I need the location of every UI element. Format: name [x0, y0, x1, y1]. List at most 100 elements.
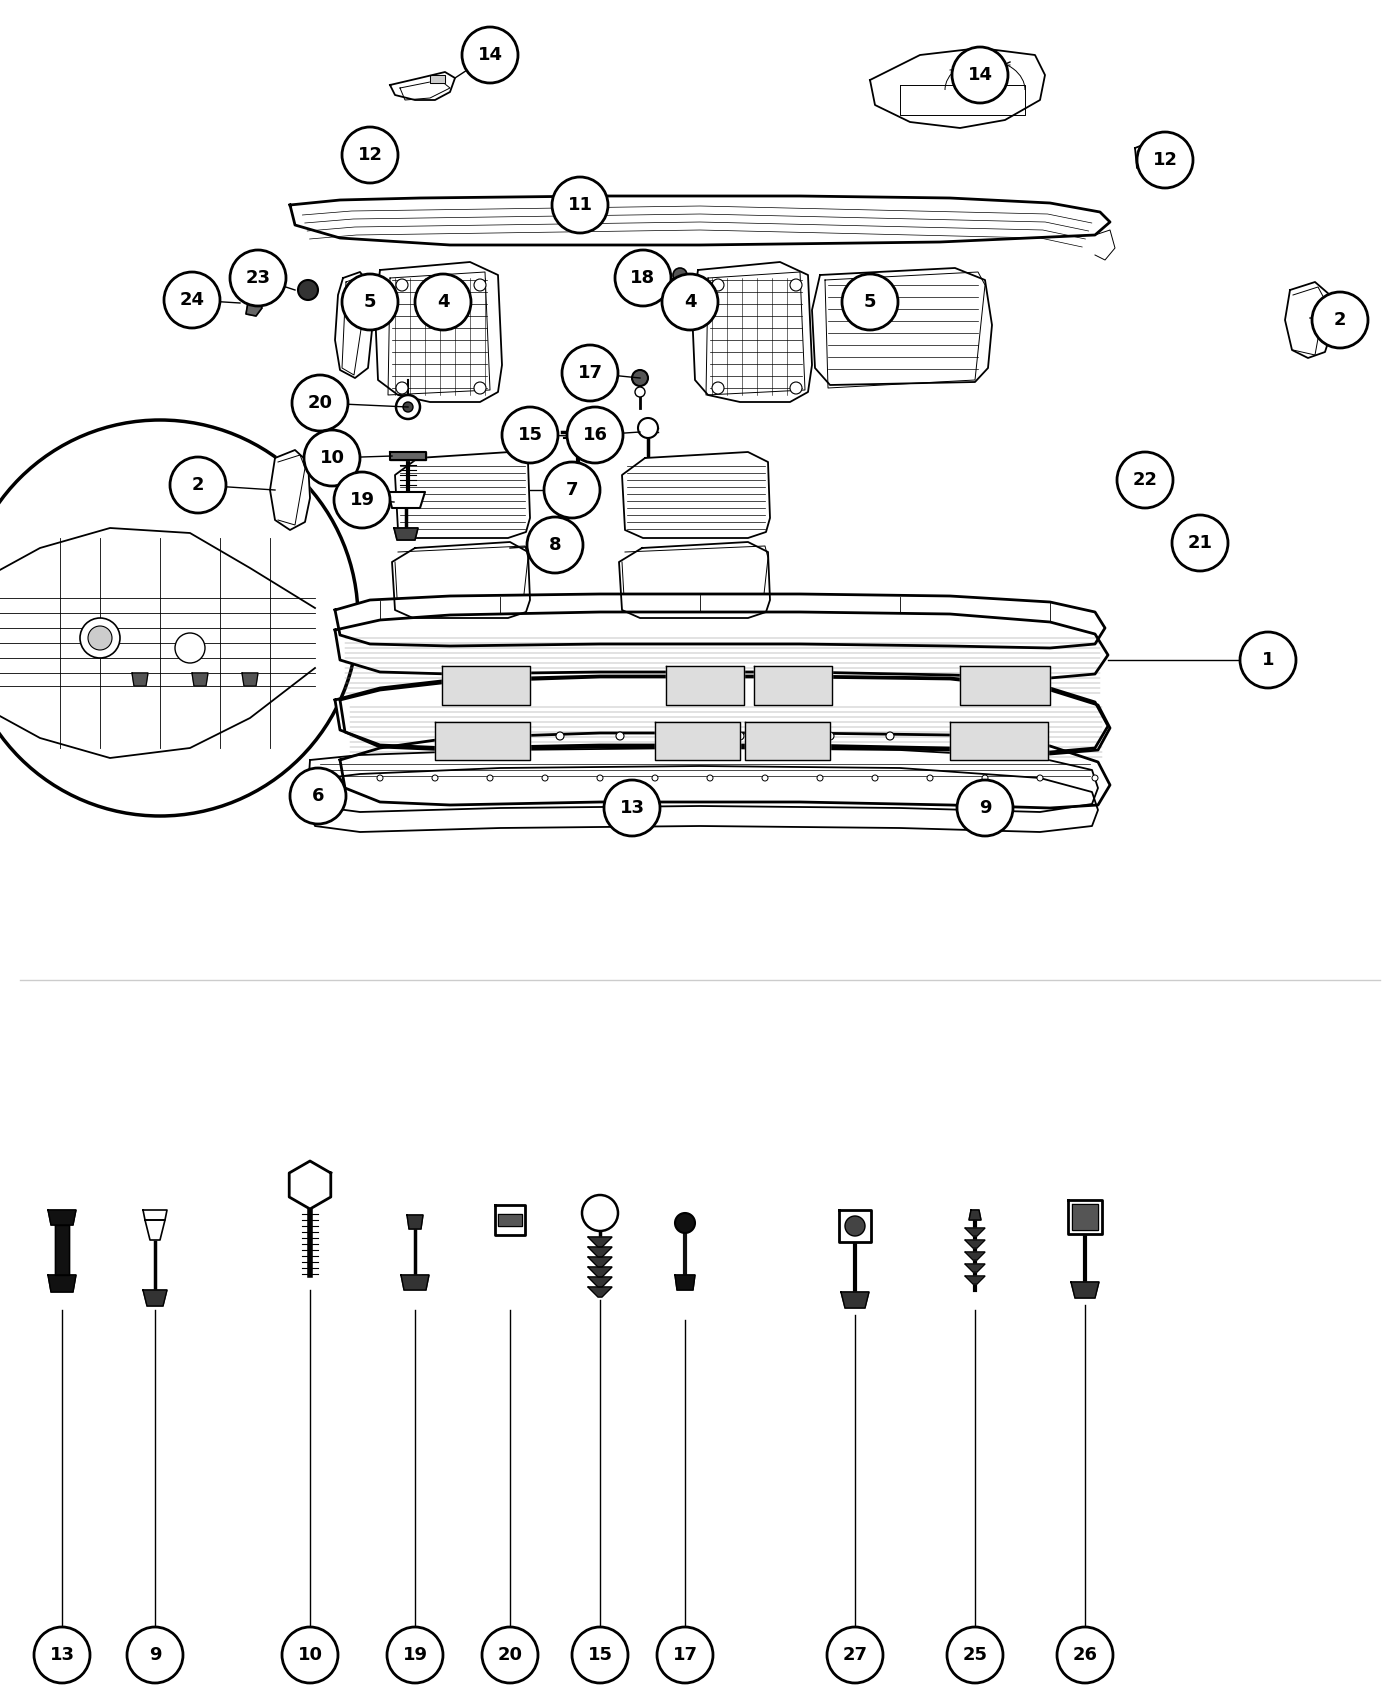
- Circle shape: [1037, 775, 1043, 780]
- Circle shape: [281, 1627, 337, 1683]
- Polygon shape: [143, 1290, 167, 1306]
- Polygon shape: [407, 1216, 423, 1229]
- Circle shape: [662, 274, 718, 330]
- Text: 2: 2: [192, 476, 204, 495]
- Circle shape: [790, 279, 802, 291]
- Polygon shape: [388, 272, 490, 394]
- Circle shape: [1092, 775, 1098, 780]
- Circle shape: [713, 279, 724, 291]
- Polygon shape: [246, 299, 262, 316]
- Polygon shape: [969, 1210, 981, 1221]
- Text: 6: 6: [312, 787, 325, 806]
- Circle shape: [652, 775, 658, 780]
- Circle shape: [487, 775, 493, 780]
- Circle shape: [596, 775, 603, 780]
- Polygon shape: [400, 1275, 428, 1290]
- Circle shape: [34, 1627, 90, 1683]
- Text: 20: 20: [497, 1646, 522, 1664]
- Text: 14: 14: [477, 46, 503, 65]
- Polygon shape: [588, 1266, 612, 1277]
- Circle shape: [762, 775, 769, 780]
- Circle shape: [335, 473, 391, 529]
- Circle shape: [636, 388, 645, 398]
- Circle shape: [707, 775, 713, 780]
- Circle shape: [616, 733, 624, 740]
- Circle shape: [1057, 1627, 1113, 1683]
- Circle shape: [573, 1627, 629, 1683]
- Circle shape: [127, 1627, 183, 1683]
- Circle shape: [342, 128, 398, 184]
- Circle shape: [872, 775, 878, 780]
- Polygon shape: [340, 733, 1110, 808]
- Circle shape: [1312, 292, 1368, 348]
- Circle shape: [433, 775, 438, 780]
- Text: 5: 5: [864, 292, 876, 311]
- Polygon shape: [839, 1210, 871, 1243]
- Circle shape: [169, 457, 225, 513]
- Circle shape: [175, 632, 204, 663]
- Text: 22: 22: [1133, 471, 1158, 490]
- Polygon shape: [391, 452, 426, 461]
- Circle shape: [958, 780, 1014, 836]
- Polygon shape: [442, 666, 531, 705]
- Polygon shape: [965, 1277, 986, 1284]
- Circle shape: [298, 280, 318, 299]
- Text: 27: 27: [843, 1646, 868, 1664]
- Polygon shape: [55, 1226, 69, 1275]
- Circle shape: [552, 177, 608, 233]
- Circle shape: [841, 274, 897, 330]
- Text: 18: 18: [630, 269, 655, 287]
- Circle shape: [603, 780, 659, 836]
- Text: 17: 17: [577, 364, 602, 382]
- Text: 11: 11: [567, 196, 592, 214]
- Text: 17: 17: [672, 1646, 697, 1664]
- Circle shape: [475, 382, 486, 394]
- Circle shape: [475, 279, 486, 291]
- Circle shape: [164, 272, 220, 328]
- Text: 20: 20: [308, 394, 333, 411]
- Polygon shape: [192, 673, 209, 687]
- Circle shape: [403, 401, 413, 411]
- Polygon shape: [1072, 1204, 1098, 1231]
- Circle shape: [377, 775, 384, 780]
- Polygon shape: [391, 71, 455, 100]
- Circle shape: [631, 371, 648, 386]
- Circle shape: [826, 733, 834, 740]
- Text: 4: 4: [437, 292, 449, 311]
- Circle shape: [414, 274, 470, 330]
- Polygon shape: [692, 262, 812, 401]
- Circle shape: [545, 462, 601, 518]
- Polygon shape: [706, 272, 805, 394]
- Polygon shape: [393, 529, 419, 541]
- Polygon shape: [1071, 1282, 1099, 1299]
- Text: 15: 15: [588, 1646, 613, 1664]
- Circle shape: [927, 775, 932, 780]
- Polygon shape: [48, 1210, 76, 1226]
- Text: 26: 26: [1072, 1646, 1098, 1664]
- Polygon shape: [675, 1275, 694, 1290]
- Circle shape: [542, 775, 547, 780]
- Text: 5: 5: [364, 292, 377, 311]
- Circle shape: [638, 418, 658, 439]
- Circle shape: [818, 775, 823, 780]
- Circle shape: [0, 420, 358, 816]
- Polygon shape: [335, 677, 1107, 751]
- Polygon shape: [812, 269, 993, 384]
- Polygon shape: [1177, 529, 1200, 546]
- Polygon shape: [965, 1239, 986, 1248]
- Circle shape: [293, 376, 349, 432]
- Text: 23: 23: [245, 269, 270, 287]
- Polygon shape: [270, 450, 309, 530]
- Polygon shape: [745, 722, 830, 760]
- Circle shape: [386, 1627, 442, 1683]
- Polygon shape: [308, 767, 1098, 831]
- Polygon shape: [588, 1238, 612, 1248]
- Polygon shape: [48, 1275, 76, 1292]
- Circle shape: [556, 733, 564, 740]
- Circle shape: [657, 1627, 713, 1683]
- Polygon shape: [132, 673, 148, 687]
- Polygon shape: [1135, 143, 1152, 168]
- Polygon shape: [143, 1210, 167, 1221]
- Text: 16: 16: [582, 427, 608, 444]
- Polygon shape: [622, 452, 770, 537]
